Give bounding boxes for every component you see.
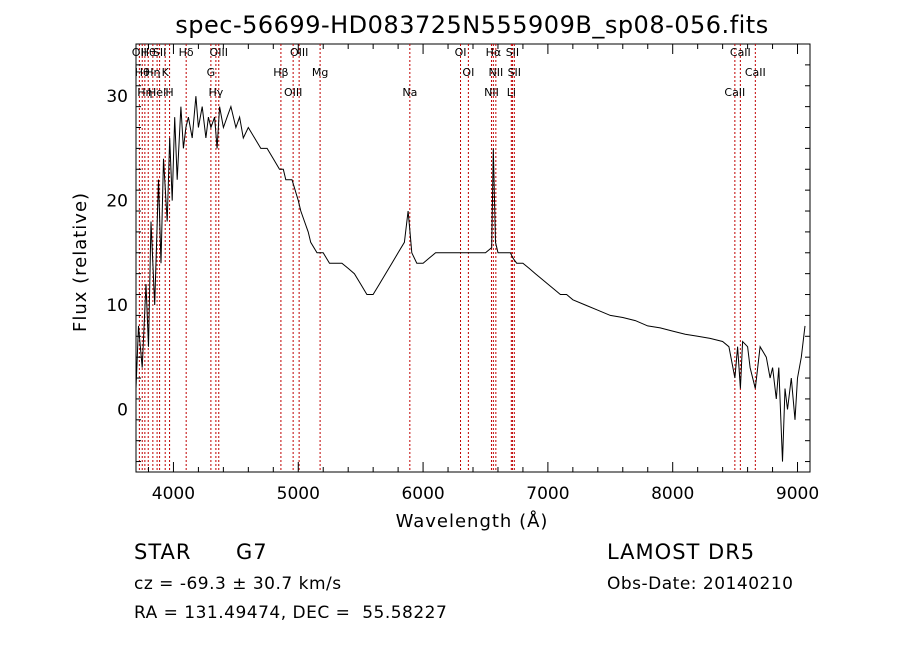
y-tick-label-3: 30: [106, 87, 128, 107]
line-label-5: Hel: [148, 86, 166, 99]
line-label-4: Hη: [145, 66, 160, 79]
line-label-10: G: [207, 66, 216, 79]
line-label-1: Hθ: [135, 66, 150, 79]
line-label-28: CaII: [745, 66, 766, 79]
y-tick-label-0: 0: [117, 400, 128, 420]
y-axis-label: Flux (relative): [70, 192, 91, 332]
line-label-23: Li: [507, 86, 516, 99]
spectrum-line: [135, 96, 806, 462]
spectral-line-labels: OIIHθHηHθHηHelSIIKHHδGHγOIIIHβOIIIOIIIMg…: [132, 46, 766, 99]
x-tick-label-4: 8000: [651, 484, 694, 504]
line-label-15: OIII: [290, 46, 308, 59]
survey-name: LAMOST DR5: [607, 540, 756, 564]
line-label-18: OI: [455, 46, 467, 59]
line-label-26: CaII: [724, 86, 745, 99]
x-tick-label-0: 4000: [152, 484, 195, 504]
y-tick-label-2: 20: [106, 192, 128, 212]
line-label-21: Hα: [486, 46, 502, 59]
x-tick-label-5: 9000: [776, 484, 819, 504]
y-tick-label-1: 10: [106, 296, 128, 316]
line-label-24: SII: [506, 46, 519, 59]
line-label-27: CaII: [730, 46, 751, 59]
line-label-17: Na: [402, 86, 417, 99]
line-label-3: Hθ: [141, 46, 156, 59]
line-label-25: SII: [508, 66, 521, 79]
line-label-12: OIII: [210, 46, 228, 59]
x-axis-label: Wavelength (Å): [396, 510, 549, 532]
x-tick-label-1: 5000: [277, 484, 320, 504]
line-label-19: OI: [462, 66, 474, 79]
x-axis: 4000 5000 6000 7000 8000 9000: [147, 44, 819, 504]
observation-date: Obs-Date: 20140210: [607, 574, 794, 594]
y-axis: 0 10 20 30: [106, 43, 810, 463]
line-label-6: SII: [153, 46, 166, 59]
line-label-20: NII: [484, 86, 499, 99]
plot-frame: [135, 43, 811, 473]
object-subclass: G7: [236, 540, 268, 564]
line-label-0: OII: [132, 46, 147, 59]
line-label-7: K: [162, 66, 170, 79]
x-tick-label-2: 6000: [401, 484, 444, 504]
line-label-8: H: [165, 86, 173, 99]
redshift-text: cz = -69.3 ± 30.7 km/s: [134, 574, 342, 594]
line-label-9: Hδ: [179, 46, 194, 59]
line-label-22: NII: [488, 66, 503, 79]
spectral-line-markers: [138, 44, 756, 472]
line-label-14: OIII: [284, 86, 302, 99]
line-label-2: Hη: [137, 86, 152, 99]
line-label-13: Hβ: [273, 66, 288, 79]
coordinates-text: RA = 131.49474, DEC = 55.58227: [134, 603, 448, 623]
chart-title: spec-56699-HD083725N555909B_sp08-056.fit…: [175, 11, 768, 39]
line-label-16: Mg: [312, 66, 328, 79]
x-tick-label-3: 7000: [526, 484, 569, 504]
line-label-11: Hγ: [208, 86, 223, 99]
object-class: STAR: [134, 540, 192, 564]
